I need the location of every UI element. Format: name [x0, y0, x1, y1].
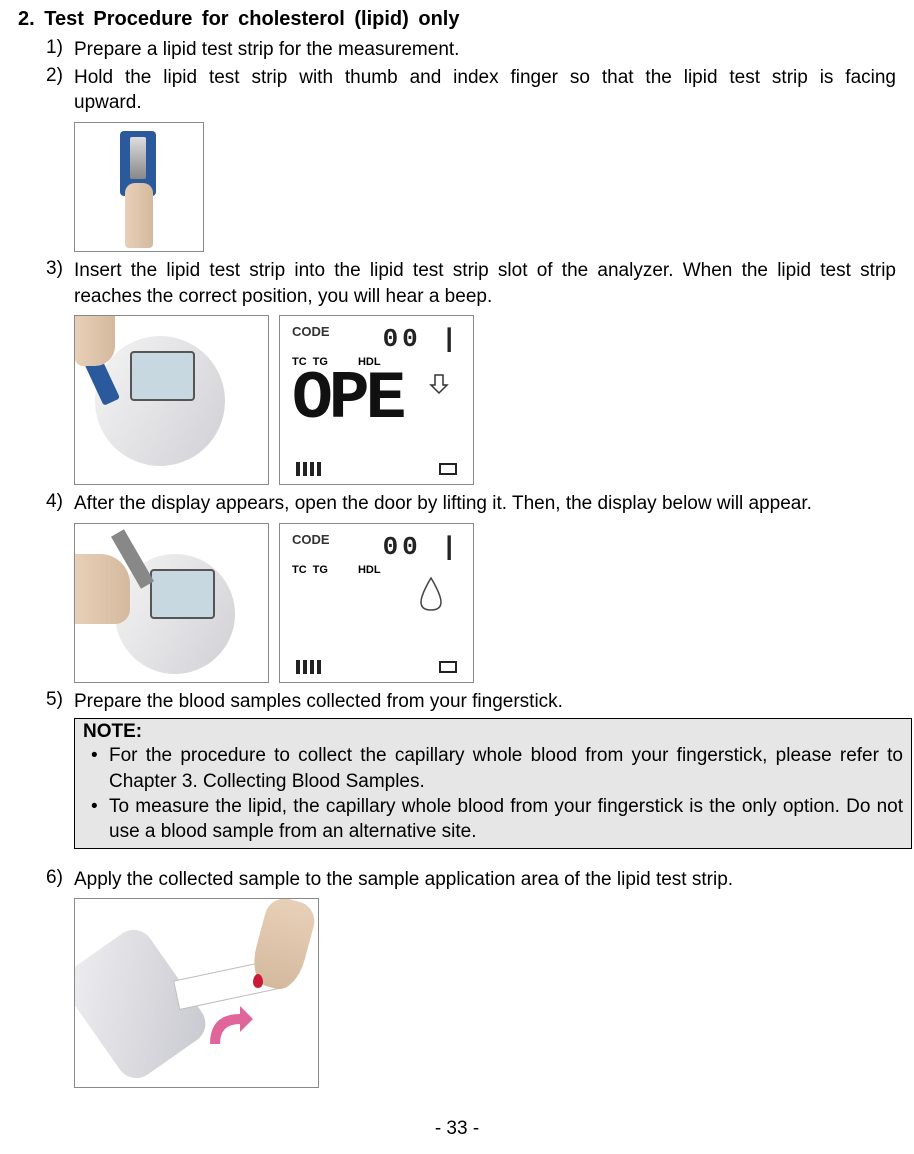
lcd-label-tc: TC — [292, 564, 307, 576]
step-6: 6) Apply the collected sample to the sam… — [46, 867, 896, 893]
bullet-icon: • — [91, 743, 109, 793]
image-insert-strip-analyzer — [74, 315, 269, 485]
step-num: 4) — [46, 491, 74, 517]
image-row-step2 — [74, 122, 896, 252]
lcd-code-num: 00 | — [383, 532, 461, 562]
step-text: Apply the collected sample to the sample… — [74, 867, 896, 893]
image-row-step6 — [74, 898, 896, 1088]
note-item-1: • For the procedure to collect the capil… — [83, 743, 903, 793]
section-title: 2. Test Procedure for cholesterol (lipid… — [18, 8, 896, 31]
lcd-label-hdl: HDL — [358, 564, 381, 576]
lcd-battery-icon — [439, 463, 457, 475]
step-num: 3) — [46, 258, 74, 309]
note-item-2: • To measure the lipid, the capillary wh… — [83, 794, 903, 844]
step-text: Prepare the blood samples collected from… — [74, 689, 896, 715]
step-num: 5) — [46, 689, 74, 715]
note-title: NOTE: — [83, 721, 903, 743]
lcd-bars-icon — [296, 660, 321, 674]
step-5: 5) Prepare the blood samples collected f… — [46, 689, 896, 715]
bullet-icon: • — [91, 794, 109, 844]
step-num: 2) — [46, 65, 74, 116]
lcd-code-label: CODE — [292, 532, 330, 562]
step-text: Prepare a lipid test strip for the measu… — [74, 37, 896, 63]
note-box: NOTE: • For the procedure to collect the… — [74, 718, 912, 848]
image-hand-holding-strip — [74, 122, 204, 252]
lcd-bars-icon — [296, 462, 321, 476]
blood-drop-icon — [429, 371, 453, 401]
page-number: - 33 - — [18, 1118, 896, 1140]
image-row-step4: CODE 00 | TC TG HDL — [74, 523, 896, 683]
image-apply-sample — [74, 898, 319, 1088]
note-text: To measure the lipid, the capillary whol… — [109, 794, 903, 844]
step-num: 6) — [46, 867, 74, 893]
step-num: 1) — [46, 37, 74, 63]
step-2: 2) Hold the lipid test strip with thumb … — [46, 65, 896, 116]
lcd-code-num: 00 | — [383, 324, 461, 354]
lcd-code-label: CODE — [292, 324, 330, 354]
step-4: 4) After the display appears, open the d… — [46, 491, 896, 517]
image-lcd-display-ope: CODE 00 | TC TG HDL OPE — [279, 315, 474, 485]
step-3: 3) Insert the lipid test strip into the … — [46, 258, 896, 309]
step-text: After the display appears, open the door… — [74, 491, 896, 517]
image-open-door-analyzer — [74, 523, 269, 683]
blood-drop-outline-icon — [417, 576, 445, 617]
image-lcd-display-ready: CODE 00 | TC TG HDL — [279, 523, 474, 683]
image-row-step3: CODE 00 | TC TG HDL OPE — [74, 315, 896, 485]
lcd-battery-icon — [439, 661, 457, 673]
lcd-label-tg: TG — [313, 564, 328, 576]
pink-arrow-icon — [205, 1004, 255, 1049]
step-text: Hold the lipid test strip with thumb and… — [74, 65, 896, 116]
step-text: Insert the lipid test strip into the lip… — [74, 258, 896, 309]
note-text: For the procedure to collect the capilla… — [109, 743, 903, 793]
step-1: 1) Prepare a lipid test strip for the me… — [46, 37, 896, 63]
